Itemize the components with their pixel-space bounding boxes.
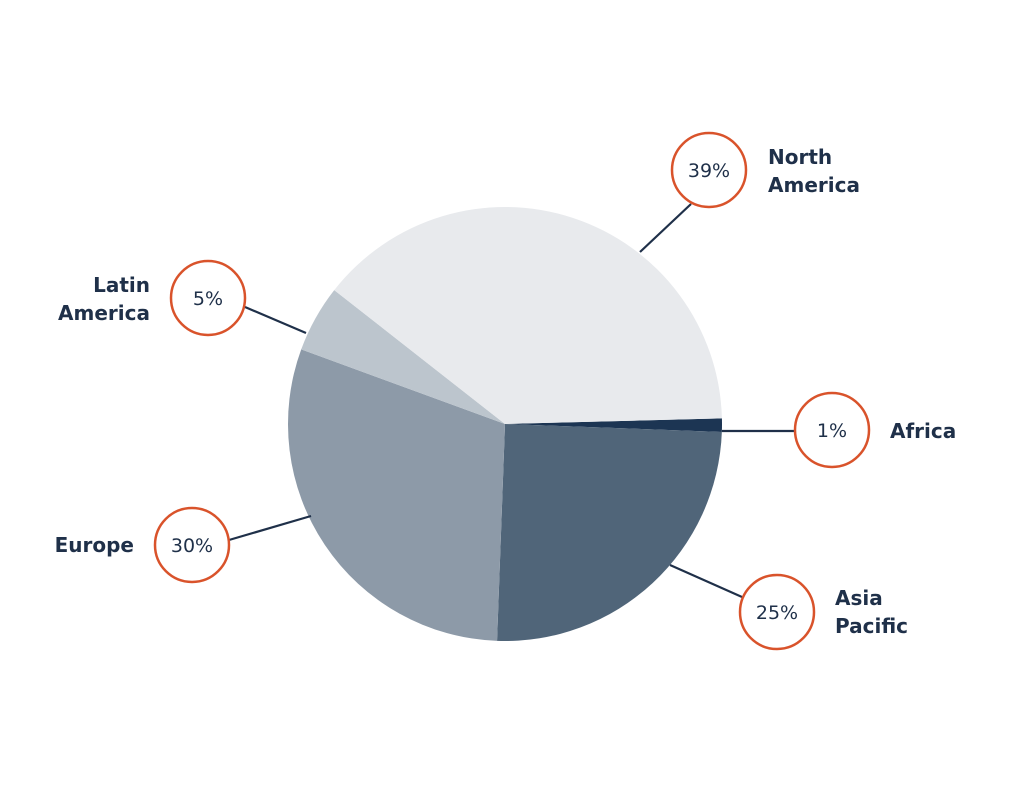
data-label: 25% [756,602,798,624]
pie-slice-europe [288,349,505,641]
data-label: 30% [171,535,213,557]
callout-latin-america: 5% Latin America [58,259,307,337]
leader-line [639,203,692,253]
callout-europe: 30% Europe [55,506,312,584]
callout-asia-pacific: 25% Asia Pacific [669,563,908,651]
pie-slice-north-america [334,207,722,424]
callout-circle [153,506,231,584]
callout-circle [738,573,816,651]
data-label: 1% [817,420,847,442]
callout-africa: 1% Africa [722,391,956,469]
pie-slice-latin-america [301,290,505,424]
pie-slice-asia-pacific [497,424,722,641]
category-label: Asia [835,586,883,610]
category-label: Africa [890,419,956,443]
callout-circle [670,131,748,209]
pie-slice-africa [505,418,722,432]
category-label: Europe [55,533,134,557]
category-label: Pacific [835,614,908,638]
data-label: 39% [688,160,730,182]
leader-line [244,305,307,335]
data-label: 5% [193,288,223,310]
callout-north-america: 39% North America [639,131,860,253]
category-label: North [768,145,832,169]
callout-circle [793,391,871,469]
category-label: America [58,301,150,325]
leader-line [228,514,312,542]
callout-circle [169,259,247,337]
category-label: America [768,173,860,197]
leader-line [669,563,743,599]
category-label: Latin [93,273,150,297]
